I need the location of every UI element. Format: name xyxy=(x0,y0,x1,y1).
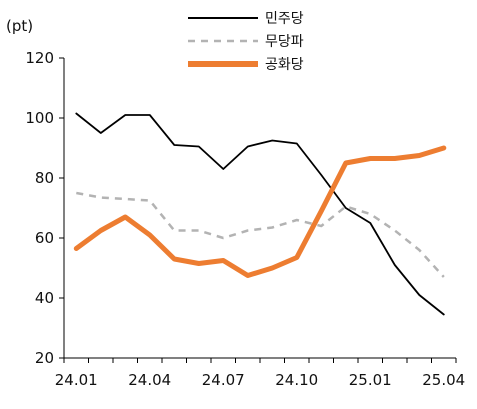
y-tick-label: 60 xyxy=(35,229,54,247)
x-tick-label: 24.04 xyxy=(128,371,171,389)
x-tick-label: 24.07 xyxy=(202,371,245,389)
x-tick-label: 24.10 xyxy=(275,371,318,389)
legend-item: 공화당 xyxy=(188,57,304,73)
legend-item: 무당파 xyxy=(188,34,304,50)
series-line-1 xyxy=(76,191,445,278)
y-unit-label: (pt) xyxy=(6,17,33,35)
legend-label: 공화당 xyxy=(265,57,304,73)
legend-label: 민주당 xyxy=(265,11,304,27)
legend-item: 민주당 xyxy=(188,11,304,27)
y-tick-label: 100 xyxy=(25,109,54,127)
x-tick-label: 25.04 xyxy=(422,371,465,389)
series-line-0 xyxy=(75,112,445,316)
x-tick-label: 25.01 xyxy=(349,371,392,389)
y-tick-label: 40 xyxy=(35,289,54,307)
axes: 20 40 60 80 100 120 24.01 24.04 24.07 24.10 25.01 2… xyxy=(25,49,465,389)
legend-label: 무당파 xyxy=(265,34,304,50)
y-tick-label: 120 xyxy=(25,49,54,67)
y-tick-label: 20 xyxy=(35,349,54,367)
legend: 민주당 무당파 공화당 xyxy=(188,11,304,73)
y-tick-label: 80 xyxy=(35,169,54,187)
series-layer xyxy=(73,112,447,316)
series-line-2 xyxy=(73,145,447,278)
x-tick-label: 24.01 xyxy=(55,371,98,389)
